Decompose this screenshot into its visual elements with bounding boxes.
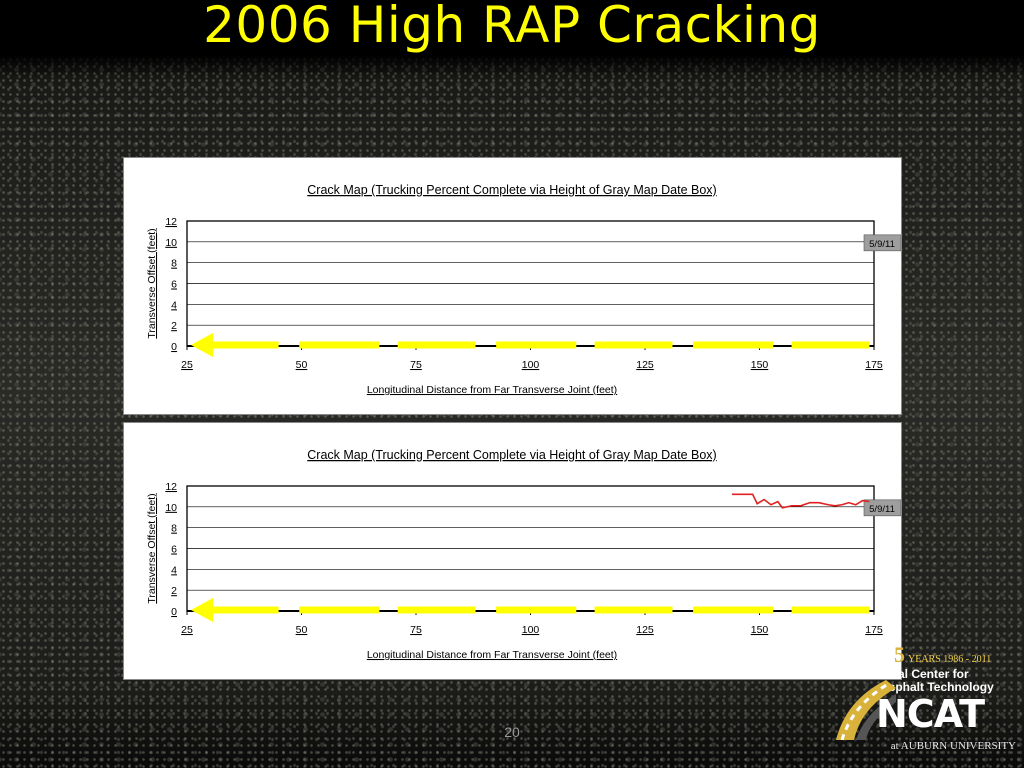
x-tick-label: 100	[522, 624, 540, 636]
crack-map-svg-1: Crack Map (Trucking Percent Complete via…	[146, 183, 901, 396]
y-tick-label: 2	[171, 320, 177, 332]
crack-line	[732, 493, 870, 509]
logo-org-line-2: Asphalt Technology	[880, 680, 994, 694]
page-number: 20	[504, 724, 520, 740]
slide-title: 2006 High RAP Cracking	[203, 0, 821, 54]
y-tick-label: 6	[171, 279, 177, 291]
logo-org-line-1: ional Center for	[880, 667, 969, 681]
y-tick-label: 2	[171, 585, 177, 597]
y-tick-label: 10	[165, 237, 177, 249]
x-tick-label: 175	[865, 359, 883, 371]
crack-map-chart-1: Crack Map (Trucking Percent Complete via…	[123, 157, 902, 415]
x-tick-label: 50	[296, 359, 308, 371]
y-axis-label: Transverse Offset (feet)	[146, 493, 158, 603]
date-box	[863, 499, 901, 517]
date-box-label: 5/9/11	[869, 239, 895, 250]
road-icon	[836, 680, 896, 740]
x-tick-label: 75	[410, 624, 422, 636]
y-axis-label: Transverse Offset (feet)	[146, 228, 158, 338]
x-tick-label: 25	[181, 359, 193, 371]
logo-anniversary-digit: 5	[894, 642, 905, 667]
y-tick-label: 8	[171, 258, 177, 270]
y-tick-label: 4	[171, 299, 177, 311]
x-tick-label: 150	[751, 624, 769, 636]
x-axis-label: Longitudinal Distance from Far Transvers…	[367, 649, 617, 661]
x-tick-label: 125	[636, 359, 654, 371]
chart-title: Crack Map (Trucking Percent Complete via…	[307, 448, 716, 462]
y-tick-label: 6	[171, 544, 177, 556]
title-band	[0, 0, 1024, 78]
x-tick-label: 150	[751, 359, 769, 371]
logo-organization: ional Center for Asphalt Technology	[880, 668, 1016, 694]
y-tick-label: 0	[171, 341, 177, 353]
y-tick-label: 4	[171, 564, 177, 576]
y-tick-label: 8	[171, 523, 177, 535]
x-tick-label: 50	[296, 624, 308, 636]
x-tick-label: 25	[181, 624, 193, 636]
logo-university: at AUBURN UNIVERSITY	[890, 740, 1016, 752]
arrow-icon	[191, 333, 213, 357]
x-tick-label: 175	[865, 624, 883, 636]
y-tick-label: 10	[165, 502, 177, 514]
crack-map-chart-2: Crack Map (Trucking Percent Complete via…	[123, 422, 902, 680]
logo-acronym: NCAT	[876, 692, 985, 736]
y-tick-label: 12	[165, 216, 177, 228]
x-axis-label: Longitudinal Distance from Far Transvers…	[367, 384, 617, 396]
y-tick-label: 12	[165, 481, 177, 493]
logo-years: YEARS 1986 - 2011	[908, 654, 992, 665]
date-box-label: 5/9/11	[869, 504, 895, 515]
ncat-logo: 5 YEARS 1986 - 2011 ional Center for Asp…	[836, 642, 1016, 758]
x-tick-label: 100	[522, 359, 540, 371]
arrow-icon	[191, 598, 213, 622]
x-tick-label: 125	[636, 624, 654, 636]
crack-map-svg-2: Crack Map (Trucking Percent Complete via…	[146, 448, 901, 661]
date-box	[863, 234, 901, 252]
chart-title: Crack Map (Trucking Percent Complete via…	[307, 183, 716, 197]
y-tick-label: 0	[171, 606, 177, 618]
x-tick-label: 75	[410, 359, 422, 371]
